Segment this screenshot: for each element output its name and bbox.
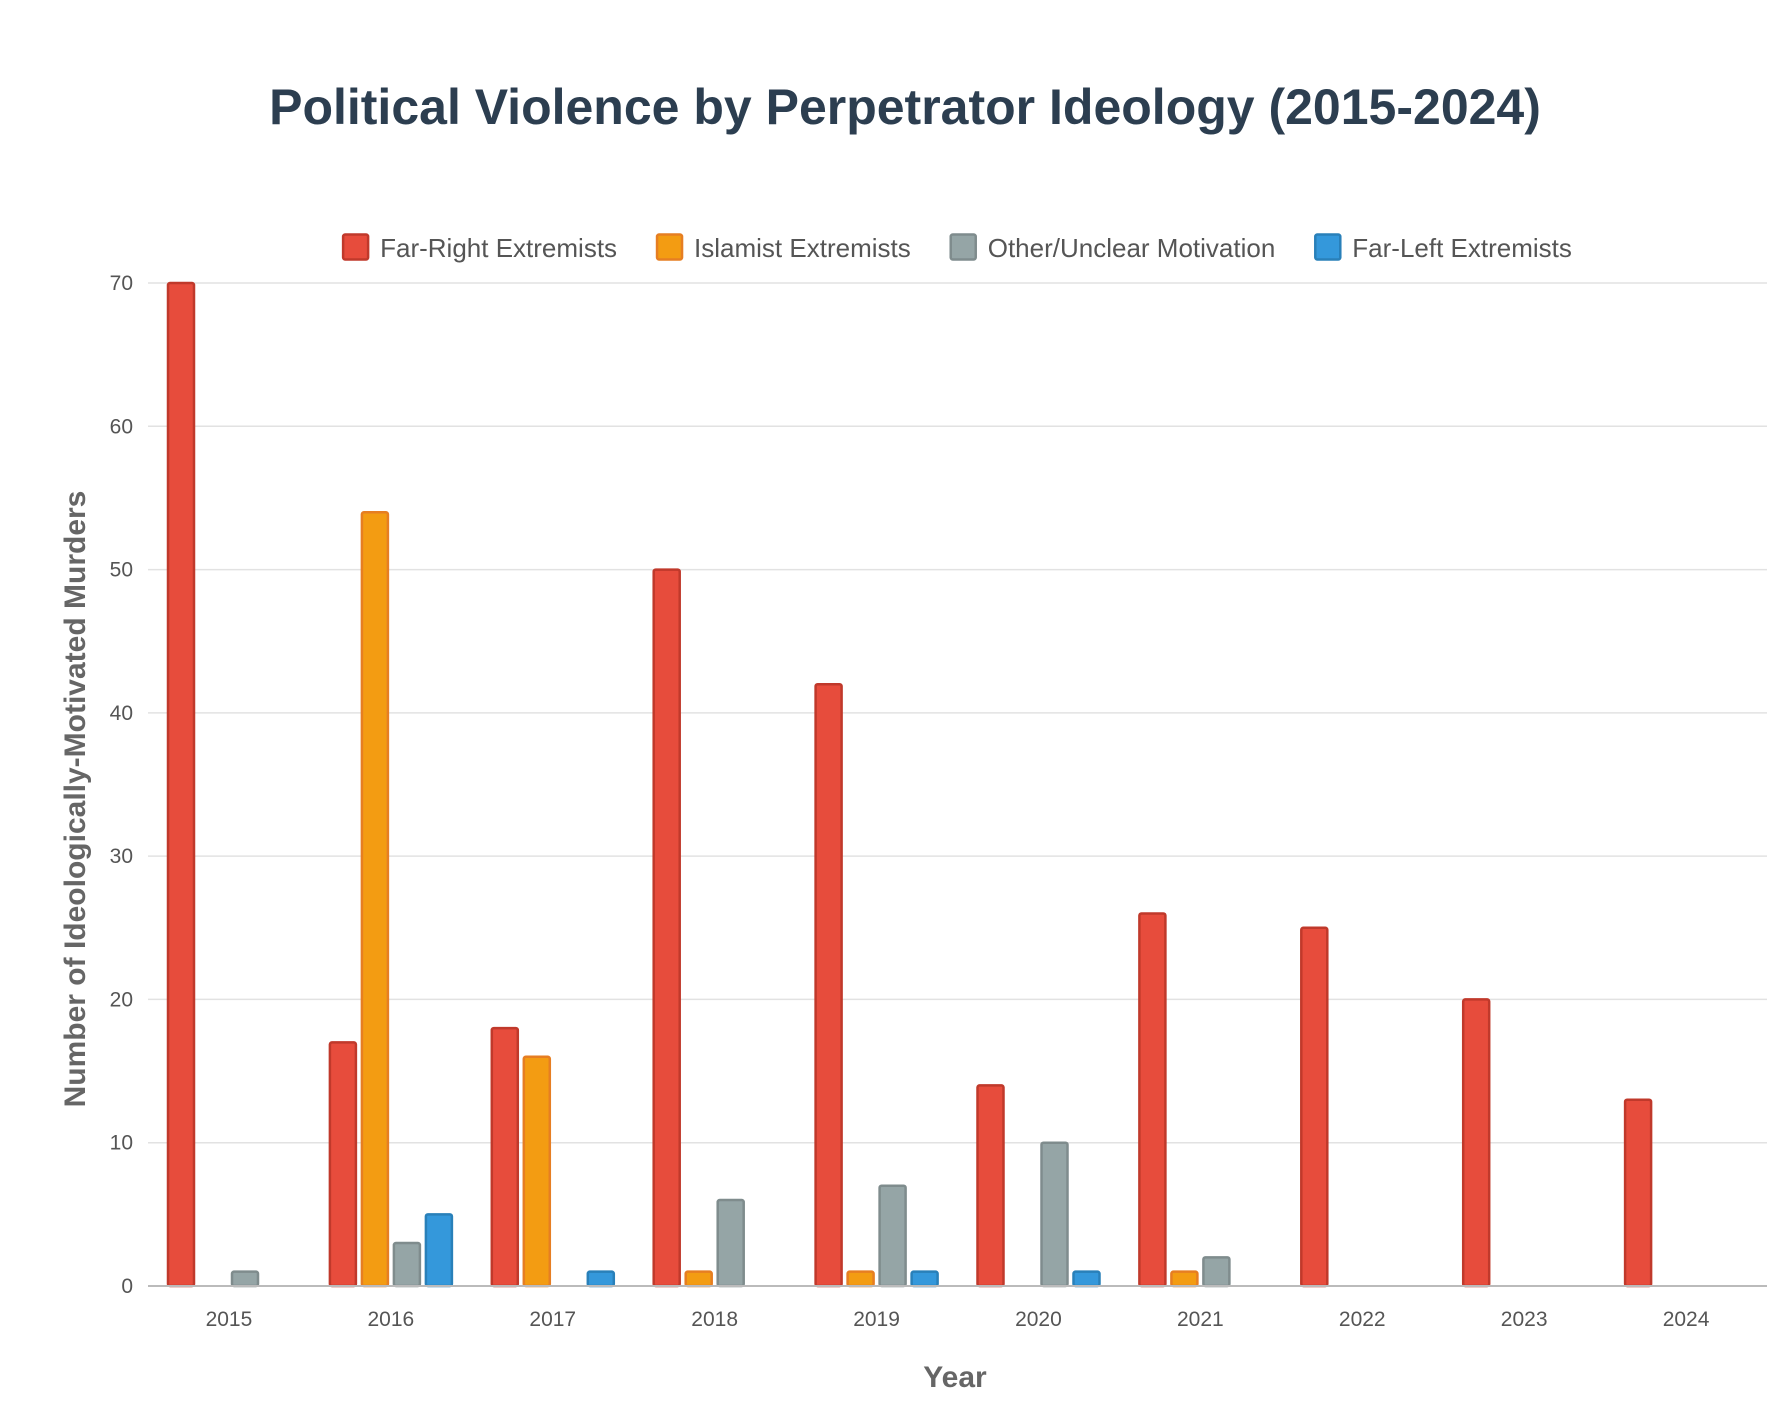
bar-far-right-extremists-2019[interactable] (814, 682, 843, 1288)
legend-swatch (655, 233, 684, 261)
bar-other-unclear-motivation-2019[interactable] (878, 1184, 907, 1288)
bar-other-unclear-motivation-2020[interactable] (1040, 1141, 1069, 1288)
bar-far-right-extremists-2021[interactable] (1138, 912, 1167, 1288)
x-tick-label: 2015 (206, 1308, 253, 1331)
bar-far-right-extremists-2018[interactable] (652, 568, 681, 1288)
bar-other-unclear-motivation-2018[interactable] (716, 1198, 745, 1288)
legend-item-other-unclear-motivation[interactable]: Other/Unclear Motivation (949, 233, 1276, 263)
bar-other-unclear-motivation-2016[interactable] (392, 1241, 422, 1288)
y-tick-label: 40 (110, 702, 133, 725)
legend[interactable]: Far-Right Extremists Islamist Extremists O… (341, 233, 1572, 263)
chart-title: Political Violence by Perpetrator Ideolo… (269, 79, 1541, 135)
bar-other-unclear-motivation-2021[interactable] (1202, 1256, 1231, 1288)
bar-islamist-extremists-2021[interactable] (1170, 1270, 1199, 1288)
x-tick-label: 2023 (1501, 1308, 1548, 1331)
bar-islamist-extremists-2018[interactable] (684, 1270, 713, 1288)
x-axis-title: Year (923, 1361, 987, 1394)
bar-far-right-extremists-2020[interactable] (976, 1084, 1005, 1288)
legend-item-far-right-extremists[interactable]: Far-Right Extremists (341, 233, 617, 263)
bar-islamist-extremists-2019[interactable] (846, 1270, 875, 1288)
legend-label: Other/Unclear Motivation (988, 233, 1276, 263)
x-tick-label: 2018 (691, 1308, 738, 1331)
y-tick-label: 30 (110, 845, 133, 868)
bar-far-right-extremists-2022[interactable] (1300, 926, 1329, 1288)
bar-islamist-extremists-2016[interactable] (360, 511, 390, 1288)
y-tick-label: 0 (121, 1275, 133, 1298)
grid (148, 282, 1767, 1144)
legend-swatch (1314, 233, 1342, 261)
bar-far-right-extremists-2024[interactable] (1623, 1098, 1653, 1288)
x-tick-label: 2024 (1663, 1308, 1710, 1331)
y-tick-label: 60 (110, 415, 133, 438)
bar-far-left-extremists-2019[interactable] (910, 1270, 939, 1288)
bar-far-right-extremists-2015[interactable] (166, 281, 196, 1288)
legend-item-islamist-extremists[interactable]: Islamist Extremists (655, 233, 911, 263)
bar-islamist-extremists-2017[interactable] (522, 1055, 552, 1288)
legend-swatch (341, 233, 370, 261)
bar-other-unclear-motivation-2015[interactable] (230, 1270, 260, 1288)
y-axis-title: Number of Ideologically-Motivated Murder… (59, 491, 92, 1108)
y-tick-label: 50 (110, 559, 133, 582)
bars (166, 281, 1653, 1288)
y-tick-label: 20 (110, 988, 133, 1011)
y-tick-label: 10 (110, 1132, 133, 1155)
legend-label: Islamist Extremists (694, 233, 911, 263)
bar-far-right-extremists-2023[interactable] (1461, 998, 1491, 1288)
legend-item-far-left-extremists[interactable]: Far-Left Extremists (1314, 233, 1572, 263)
bar-far-right-extremists-2016[interactable] (328, 1041, 358, 1288)
x-tick-label: 2021 (1177, 1308, 1224, 1331)
bar-far-right-extremists-2017[interactable] (490, 1026, 520, 1288)
x-tick-label: 2019 (853, 1308, 900, 1331)
x-tick-label: 2016 (367, 1308, 414, 1331)
ticks: 0 10 20 30 40 50 60 70 2015 2016 2017 2018 2019 2020 2… (110, 272, 1710, 1331)
bar-far-left-extremists-2017[interactable] (586, 1270, 616, 1288)
legend-label: Far-Right Extremists (380, 233, 617, 263)
y-tick-label: 70 (110, 272, 133, 295)
x-tick-label: 2022 (1339, 1308, 1386, 1331)
legend-swatch (949, 233, 977, 261)
legend-label: Far-Left Extremists (1352, 233, 1572, 263)
x-tick-label: 2017 (529, 1308, 576, 1331)
bar-far-left-extremists-2020[interactable] (1072, 1270, 1101, 1288)
x-tick-label: 2020 (1015, 1308, 1062, 1331)
bar-far-left-extremists-2016[interactable] (424, 1213, 454, 1288)
